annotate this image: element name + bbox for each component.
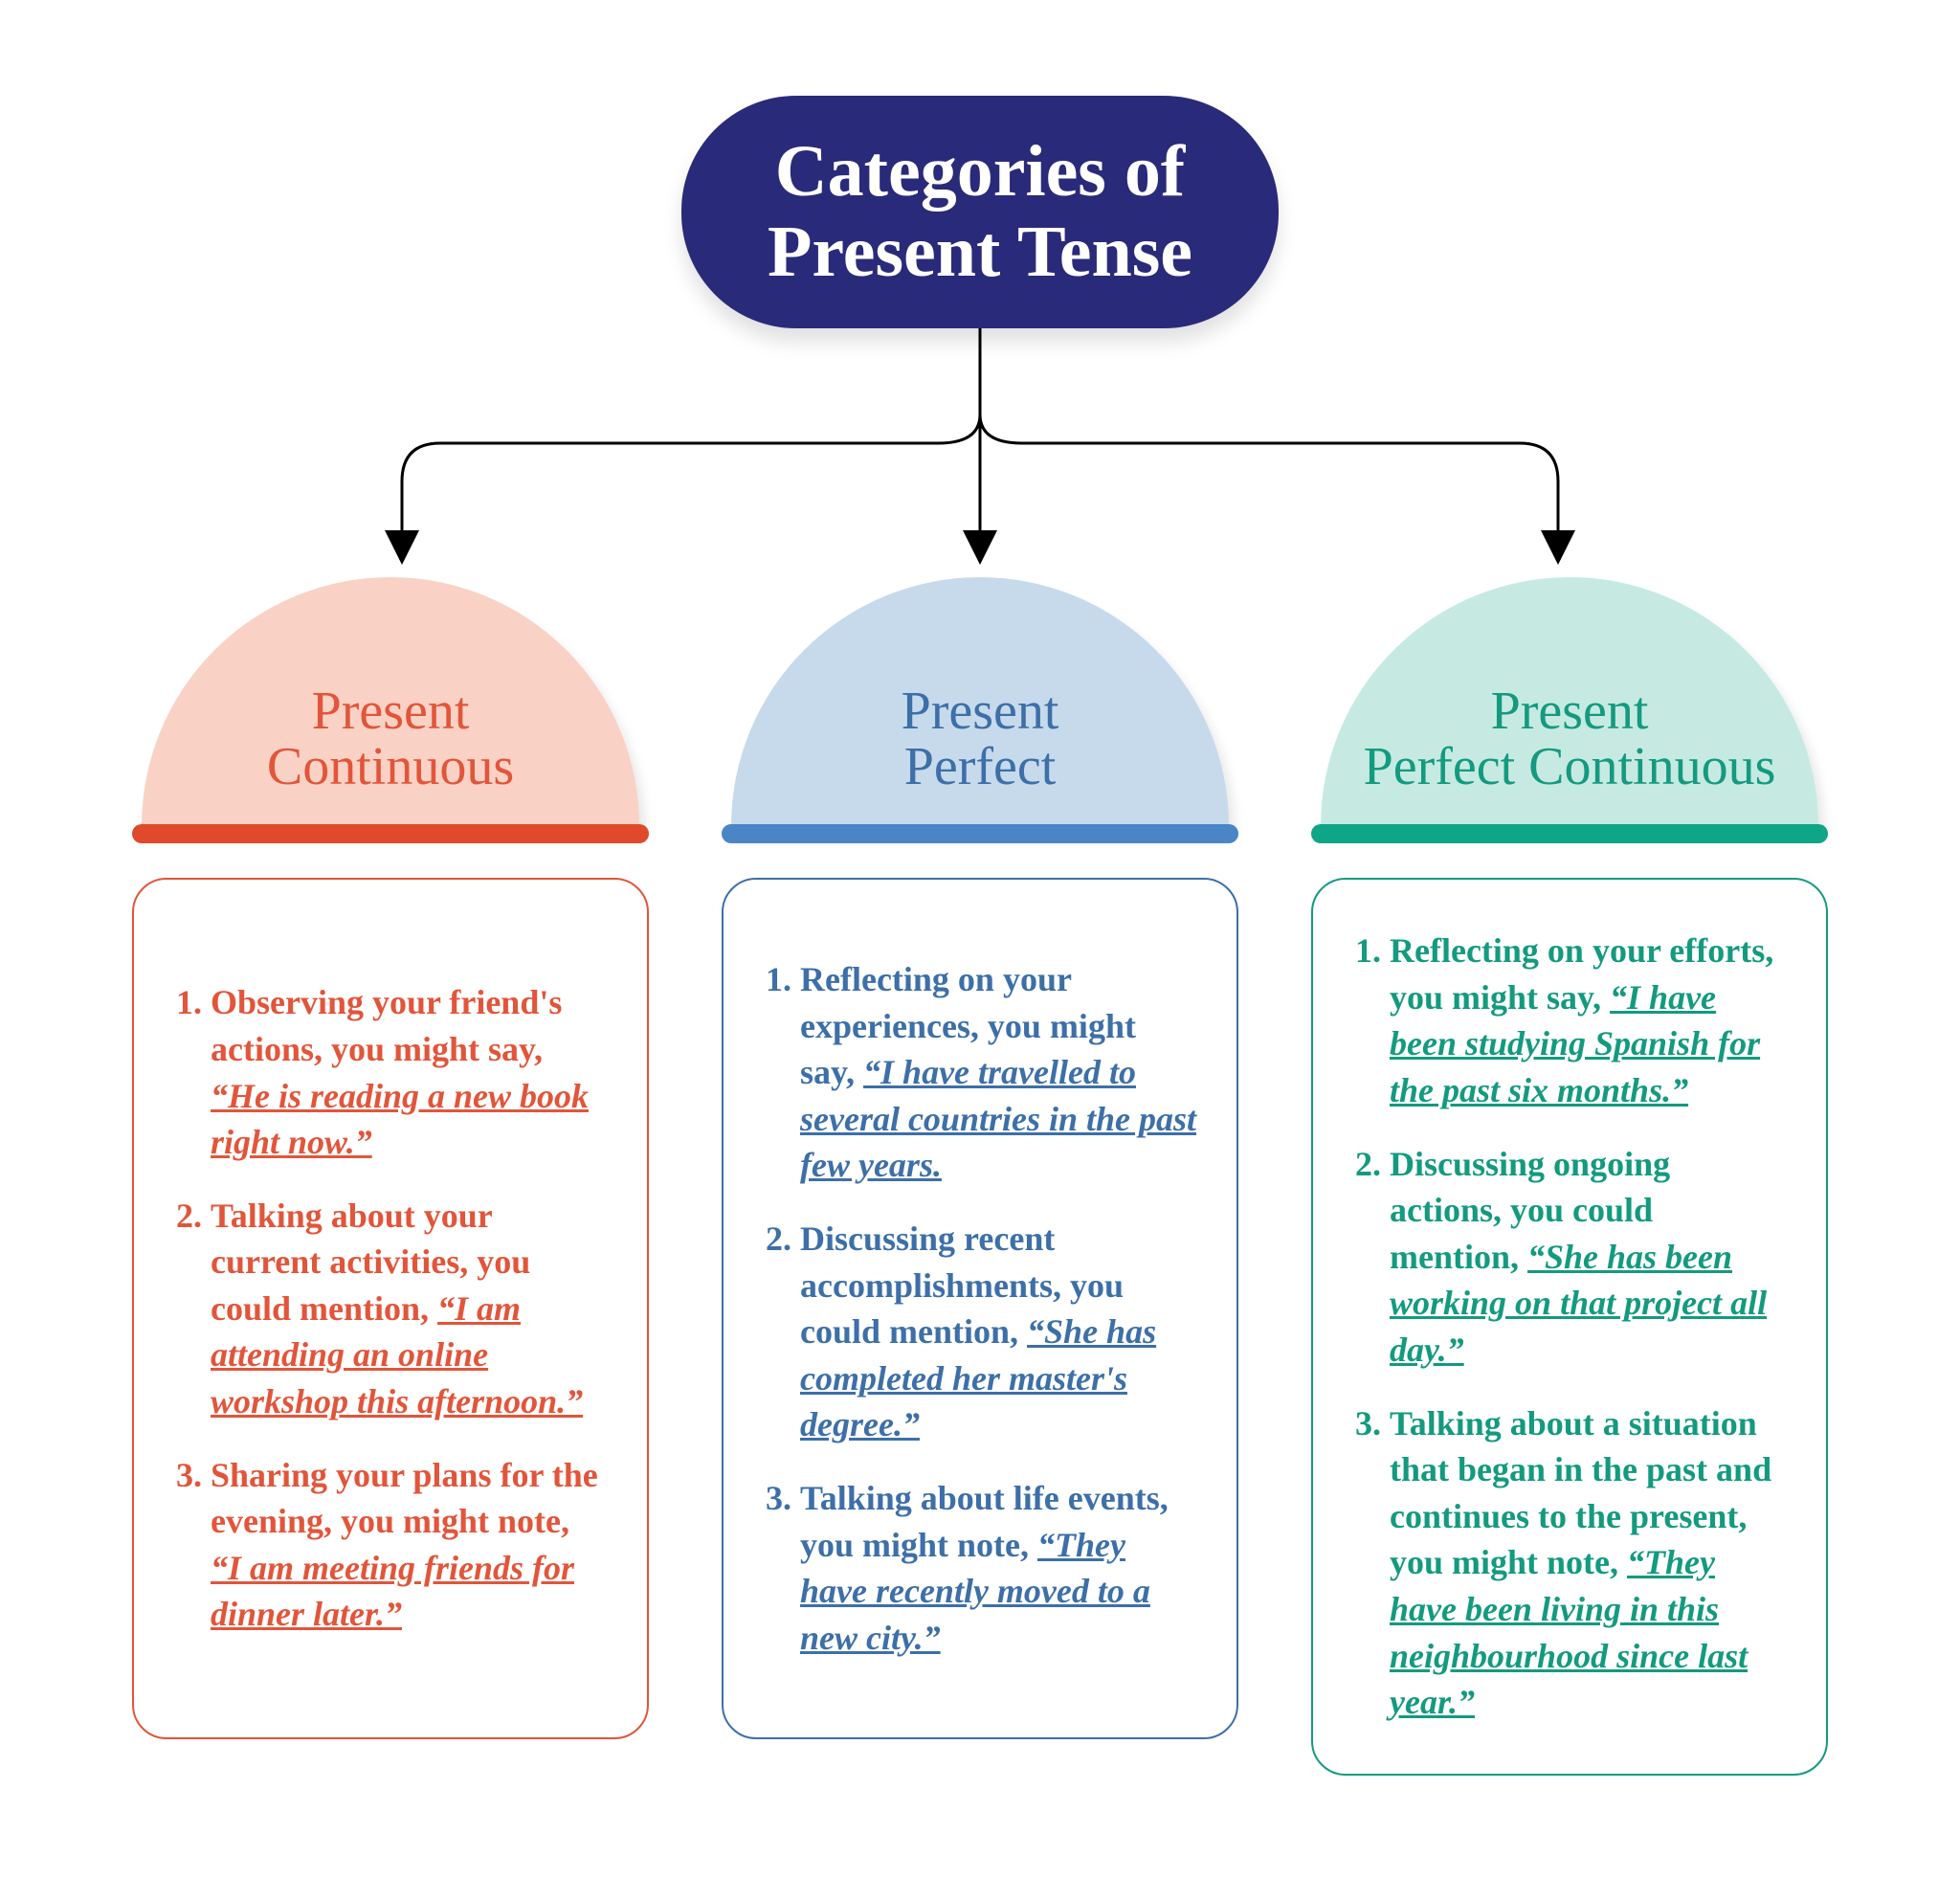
dome-present-perfect-continuous: Present Perfect Continuous [1321,577,1818,826]
columns: Present Continuous Observing your friend… [115,577,1845,1776]
diagram-root: Categories of Present Tense [0,0,1960,1871]
dome-present-continuous: Present Continuous [142,577,639,826]
card-present-perfect: Reflecting on your experiences, you migh… [722,878,1238,1739]
bar-present-continuous [132,824,649,843]
list-item: Reflecting on your efforts, you might sa… [1390,928,1788,1113]
connector-zone [115,328,1845,577]
card-present-continuous: Observing your friend's actions, you mig… [132,878,649,1739]
title-line1: Categories of [775,131,1185,212]
list-item: Discussing ongoing actions, you could me… [1390,1141,1788,1374]
dome-wrap: Present Continuous [115,577,666,843]
dome-label: Present Perfect [902,683,1059,796]
list-item: Discussing recent accomplishments, you c… [800,1216,1198,1448]
title-pill: Categories of Present Tense [681,96,1279,328]
list-item: Sharing your plans for the evening, you … [211,1452,609,1638]
column-present-continuous: Present Continuous Observing your friend… [115,577,666,1776]
dome-present-perfect: Present Perfect [731,577,1229,826]
list-item: Talking about life events, you might not… [800,1475,1198,1661]
dome-wrap: Present Perfect [704,577,1256,843]
connector-svg [115,328,1845,577]
column-present-perfect-continuous: Present Perfect Continuous Reflecting on… [1294,577,1845,1776]
title-line2: Present Tense [768,212,1192,292]
bar-present-perfect-continuous [1311,824,1828,843]
dome-label: Present Perfect Continuous [1364,683,1776,796]
card-present-perfect-continuous: Reflecting on your efforts, you might sa… [1311,878,1828,1776]
dome-label: Present Continuous [267,683,514,796]
list-item: Talking about a situation that began in … [1390,1400,1788,1726]
list-item: Talking about your current activities, y… [211,1193,609,1425]
list-item: Observing your friend's actions, you mig… [211,979,609,1165]
list-item: Reflecting on your experiences, you migh… [800,956,1198,1189]
dome-wrap: Present Perfect Continuous [1294,577,1845,843]
column-present-perfect: Present Perfect Reflecting on your exper… [704,577,1256,1776]
bar-present-perfect [722,824,1238,843]
